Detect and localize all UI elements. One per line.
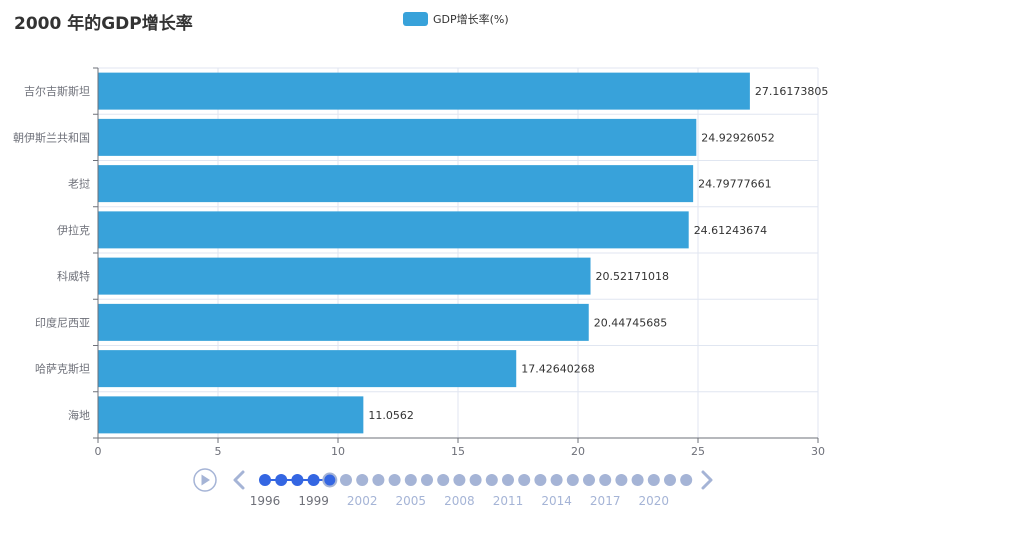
bar-value-label: 24.61243674 [694, 224, 767, 237]
timeline-point[interactable] [275, 474, 288, 486]
x-tick-label: 5 [215, 445, 222, 458]
timeline-year-label[interactable]: 2020 [639, 494, 670, 508]
timeline-point[interactable] [680, 474, 693, 486]
x-tick-label: 30 [811, 445, 825, 458]
timeline-point[interactable] [291, 474, 304, 486]
timeline-current-point[interactable] [322, 472, 338, 488]
timeline-year-label[interactable]: 2014 [541, 494, 572, 508]
legend-label: GDP增长率(%) [433, 13, 509, 26]
timeline-point[interactable] [599, 474, 612, 486]
bar-value-label: 17.42640268 [521, 363, 594, 376]
timeline-year-label[interactable]: 2002 [347, 494, 378, 508]
play-icon [193, 468, 217, 492]
timeline-point[interactable] [664, 474, 676, 486]
timeline-year-label[interactable]: 2008 [444, 494, 475, 508]
timeline-year-label[interactable]: 1996 [250, 494, 281, 508]
timeline-year-label[interactable]: 2011 [493, 494, 524, 508]
timeline-point[interactable] [437, 474, 450, 486]
y-category-label: 海地 [68, 408, 90, 422]
timeline-point[interactable] [534, 474, 547, 486]
timeline-point[interactable] [340, 474, 352, 486]
timeline-point[interactable] [307, 474, 320, 486]
x-tick-label: 0 [95, 445, 102, 458]
timeline-point[interactable] [550, 474, 563, 486]
bar-value-label: 11.0562 [368, 409, 414, 422]
timeline-point[interactable] [631, 474, 644, 486]
bar-value-label: 24.79777661 [698, 178, 771, 191]
chart-title: 2000 年的GDP增长率 [14, 14, 193, 34]
timeline-point[interactable] [259, 474, 271, 486]
chevron-left-icon[interactable] [233, 470, 245, 490]
y-category-label: 科威特 [57, 269, 90, 283]
legend[interactable]: GDP增长率(%) [403, 11, 509, 27]
bar[interactable] [98, 257, 591, 295]
timeline-point[interactable] [469, 474, 482, 486]
timeline-point[interactable] [502, 474, 514, 486]
x-tick-label: 10 [331, 445, 345, 458]
x-tick-label: 15 [451, 445, 465, 458]
timeline-year-label[interactable]: 2017 [590, 494, 621, 508]
bar[interactable] [98, 211, 689, 249]
y-category-label: 吉尔吉斯斯坦 [24, 84, 90, 98]
timeline-point[interactable] [421, 474, 433, 486]
bar[interactable] [98, 350, 517, 388]
y-category-label: 老挝 [68, 177, 90, 191]
timeline-point[interactable] [388, 474, 401, 486]
bar[interactable] [98, 165, 694, 203]
y-category-label: 朝伊斯兰共和国 [13, 131, 90, 144]
timeline-point[interactable] [404, 474, 417, 486]
timeline-point[interactable] [453, 474, 466, 486]
timeline-point[interactable] [485, 474, 498, 486]
timeline-year-label[interactable]: 2005 [396, 494, 427, 508]
bar-value-label: 24.92926052 [701, 131, 774, 144]
timeline-point[interactable] [356, 474, 369, 486]
timeline-point[interactable] [647, 474, 660, 486]
bar-value-label: 20.52171018 [596, 270, 669, 283]
y-category-label: 伊拉克 [57, 223, 90, 237]
x-tick-label: 20 [571, 445, 585, 458]
play-triangle [201, 474, 210, 486]
y-category-label: 印度尼西亚 [35, 315, 90, 329]
bars: 27.16173805 24.92926052 24.79777661 24.6124… [98, 72, 828, 434]
bar[interactable] [98, 118, 697, 156]
chevron-right-icon[interactable] [701, 470, 713, 490]
y-category-label: 哈萨克斯坦 [35, 362, 90, 376]
timeline-point[interactable] [372, 474, 385, 486]
timeline: 1996 1999 2002 2005 2008 2011 2014 2017 2020 [193, 468, 713, 508]
x-tick-label: 25 [691, 445, 705, 458]
timeline-year-label[interactable]: 1999 [298, 494, 329, 508]
legend-swatch [403, 12, 428, 26]
bar[interactable] [98, 72, 750, 110]
timeline-point[interactable] [566, 474, 579, 486]
bar[interactable] [98, 303, 589, 341]
bar-value-label: 20.44745685 [594, 316, 667, 329]
timeline-point[interactable] [583, 474, 595, 486]
bar[interactable] [98, 396, 364, 434]
timeline-play-button[interactable] [193, 468, 217, 492]
bar-value-label: 27.16173805 [755, 85, 828, 98]
timeline-point[interactable] [615, 474, 628, 486]
timeline-point[interactable] [518, 474, 531, 486]
axes: 0 5 10 15 20 25 30 吉尔吉斯斯坦朝伊斯兰共和国老挝伊拉克科威特印度尼西亚哈萨… [13, 67, 825, 458]
